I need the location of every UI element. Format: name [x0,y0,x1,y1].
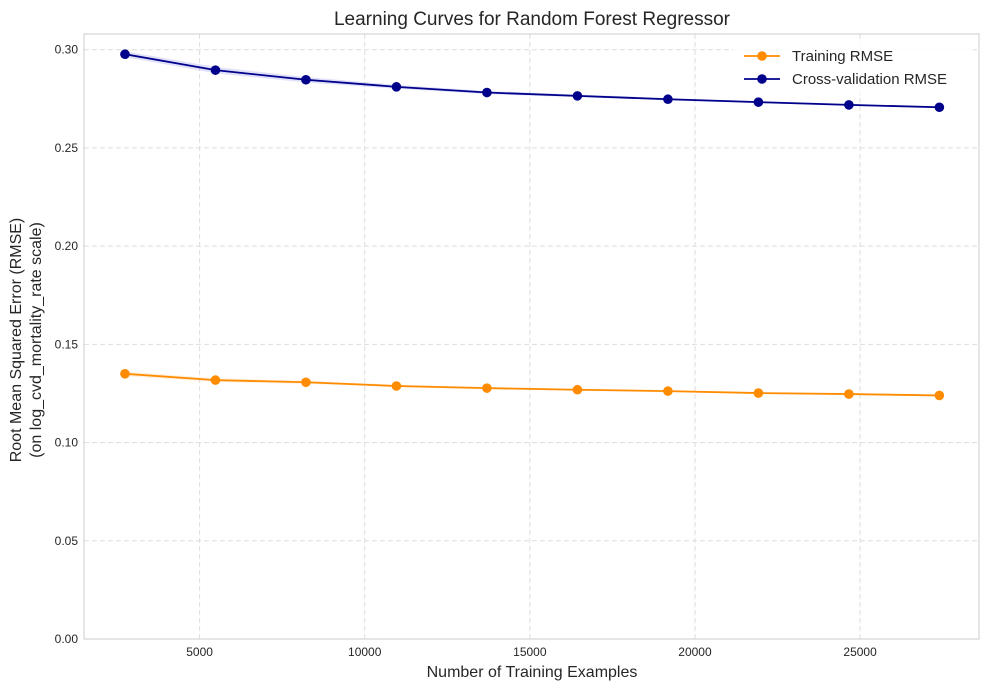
y-axis-label: Root Mean Squared Error (RMSE) (on log_c… [8,218,45,463]
data-point [934,390,945,401]
y-tick-label: 0.05 [55,534,79,548]
data-point [210,375,221,385]
data-point [210,65,221,75]
data-point [482,87,492,98]
grid-lines [84,34,979,640]
data-point [844,389,854,399]
plot-frame [83,33,980,640]
data-point [753,388,764,398]
chart-title: Learning Curves for Random Forest Regres… [334,9,731,30]
legend: Training RMSE Cross-validation RMSE [733,40,973,94]
data-point [663,386,673,396]
series-0 [120,369,945,401]
x-tick-label: 5000 [186,645,213,659]
legend-marker [757,74,767,84]
y-tick-label: 0.20 [55,239,79,253]
legend-label: Training RMSE [792,48,893,65]
data-point [753,97,764,107]
y-axis-label-line-1: Root Mean Squared Error (RMSE) [8,218,25,463]
y-axis-label-line-2: (on log_cvd_mortality_rate scale) [28,222,45,458]
x-tick-label: 10000 [348,645,382,659]
data-point [572,91,583,101]
data-point [663,94,673,105]
data-point [844,100,854,110]
data-point [301,377,311,388]
x-tick-label: 15000 [513,645,547,659]
data-point [572,384,583,395]
legend-marker [757,51,767,61]
data-point [391,381,402,391]
series-band [124,371,940,397]
x-tick-label: 25000 [843,645,877,659]
series-line [124,53,940,109]
y-tick-label: 0.00 [55,632,79,646]
legend-item: Cross-validation RMSE [744,71,947,88]
y-tick-label: 0.25 [55,141,79,155]
x-axis-ticks: 5000 10000 15000 20000 25000 [186,645,877,659]
series-layer [120,49,945,401]
y-axis-ticks: 0.00 0.05 0.10 0.15 0.20 0.25 0.30 [55,43,79,646]
y-tick-label: 0.30 [55,43,79,57]
data-point [120,369,130,379]
data-point [391,82,402,92]
data-point [934,102,945,113]
legend-item: Training RMSE [744,48,893,65]
data-point [482,383,492,393]
y-tick-label: 0.10 [55,436,79,450]
x-tick-label: 20000 [678,645,712,659]
data-point [120,49,130,60]
legend-label: Cross-validation RMSE [792,71,947,88]
series-line [124,372,940,397]
series-1 [120,49,945,113]
legend-box [733,40,973,94]
series-band [124,51,940,109]
y-tick-label: 0.15 [55,337,79,351]
x-axis-label: Number of Training Examples [427,664,638,681]
data-point [301,74,311,85]
